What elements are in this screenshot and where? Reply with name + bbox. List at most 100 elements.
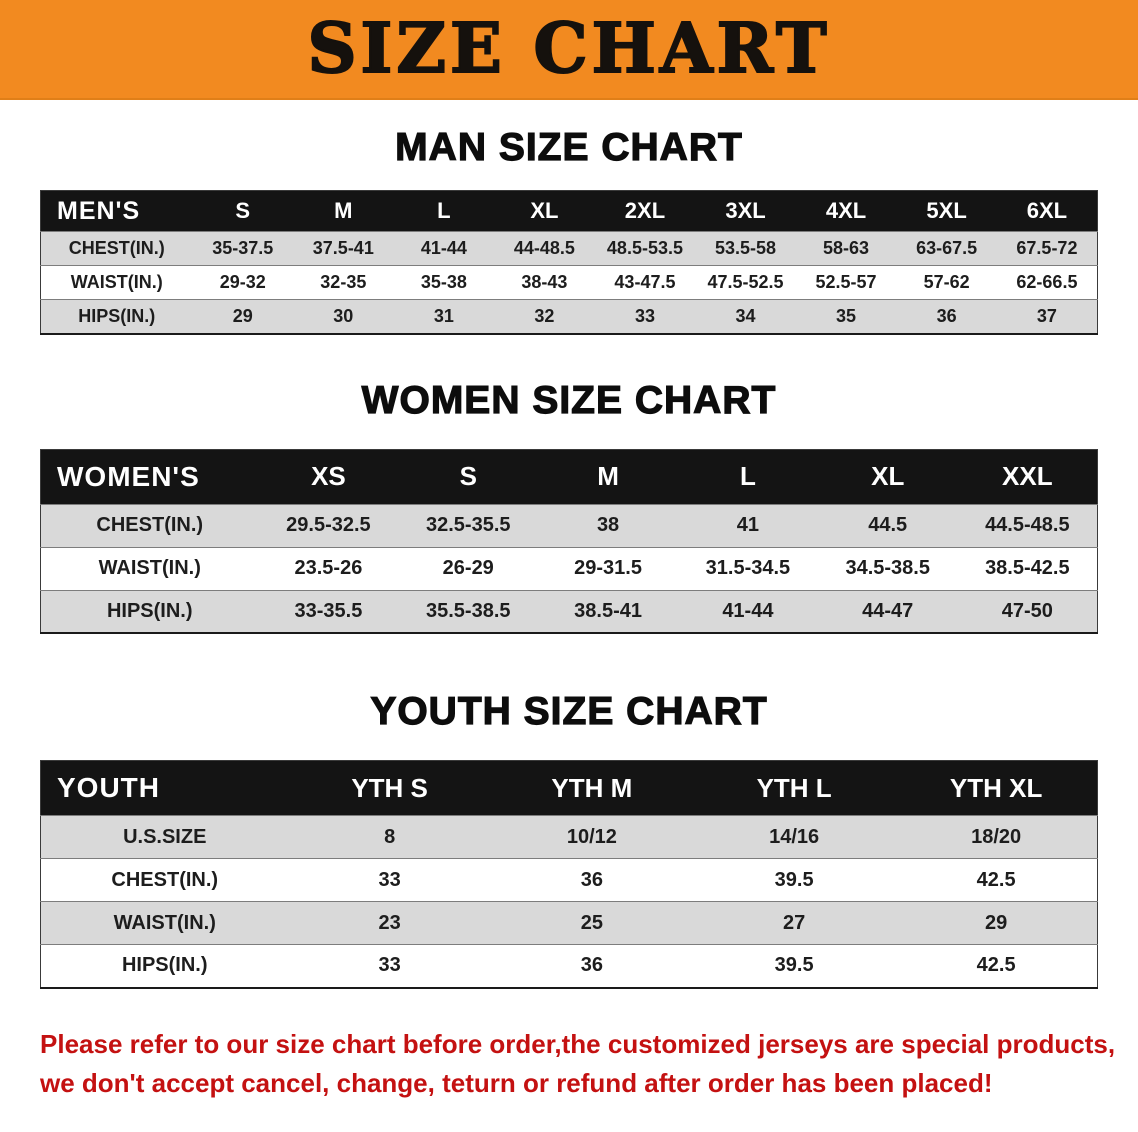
size-value-cell: 41 xyxy=(736,514,760,536)
size-value-cell: 18/20 xyxy=(971,825,1022,848)
size-value-cell: 31.5-34.5 xyxy=(705,557,791,579)
size-column-header: 3XL xyxy=(695,190,796,232)
size-column-header: YTH M xyxy=(490,760,693,816)
size-column-header: XL xyxy=(494,190,595,232)
size-value-cell: 62-66.5 xyxy=(1016,272,1078,292)
row-label-cell: HIPS(IN.) xyxy=(121,954,208,977)
size-value-cell: 44.5-48.5 xyxy=(985,514,1070,536)
data-row: CHEST(IN.) 33 36 39.5 42.5 xyxy=(40,858,1098,902)
size-value-cell: 47-50 xyxy=(1001,599,1053,622)
size-column-header: M xyxy=(538,449,678,504)
size-value-cell: 48.5-53.5 xyxy=(606,238,683,258)
size-value-cell: 29.5-32.5 xyxy=(286,514,371,536)
women-size-table: WOMEN'S XS S M L XL XXL CHEST(IN.) 29.5-32.5 32.5… xyxy=(40,448,1098,634)
women-section-heading: WOMEN SIZE CHART xyxy=(361,378,777,422)
size-value-cell: 30 xyxy=(333,305,354,326)
banner-title: SIZE CHART xyxy=(306,9,831,89)
size-column-header: YTH XL xyxy=(895,760,1098,816)
size-value-cell: 29-31.5 xyxy=(574,557,642,579)
size-column-header: 4XL xyxy=(795,190,897,232)
row-label-cell: U.S.SIZE xyxy=(123,825,207,848)
size-column-header: XXL xyxy=(957,449,1098,504)
size-value-cell: 23 xyxy=(378,911,401,934)
size-value-cell: 63-67.5 xyxy=(916,238,978,258)
size-value-cell: 38 xyxy=(596,514,620,536)
table-corner-cell: WOMEN'S xyxy=(40,449,259,504)
data-row: CHEST(IN.) 29.5-32.5 32.5-35.5 38 41 44.5 44.5… xyxy=(40,504,1098,547)
data-row: HIPS(IN.) 29 30 31 32 33 34 35 36 37 xyxy=(40,299,1098,334)
table-corner-cell: YOUTH xyxy=(40,760,289,816)
youth-size-table: YOUTH YTH S YTH M YTH L YTH XL U.S.SIZE 8 10/12… xyxy=(40,760,1098,989)
size-chart-content: MAN SIZE CHART MEN'S S M L XL 2XL 3XL 4XL 5XL 6XL… xyxy=(0,125,1138,989)
size-column-header: 6XL xyxy=(996,190,1098,232)
size-value-cell: 14/16 xyxy=(769,825,820,848)
size-value-cell: 26-29 xyxy=(442,557,494,579)
size-value-cell: 44.5 xyxy=(868,514,908,536)
size-value-cell: 38-43 xyxy=(521,272,568,292)
size-value-cell: 8 xyxy=(384,825,396,848)
size-value-cell: 35.5-38.5 xyxy=(425,599,511,622)
size-value-cell: 52.5-57 xyxy=(815,272,877,292)
size-value-cell: 41-44 xyxy=(722,599,774,622)
size-value-cell: 33-35.5 xyxy=(294,599,363,622)
notice-line-1: Please refer to our size chart before or… xyxy=(40,1028,1116,1059)
row-label-cell: WAIST(IN.) xyxy=(70,272,163,292)
size-value-cell: 35-37.5 xyxy=(212,238,274,258)
size-value-cell: 47.5-52.5 xyxy=(707,272,784,292)
size-column-header: YTH L xyxy=(693,760,896,816)
banner: SIZE CHART xyxy=(0,0,1138,100)
size-value-cell: 35-38 xyxy=(420,272,467,292)
size-value-cell: 27 xyxy=(783,911,806,934)
size-value-cell: 43-47.5 xyxy=(614,272,676,292)
size-value-cell: 33 xyxy=(378,868,401,891)
men-size-table: MEN'S S M L XL 2XL 3XL 4XL 5XL 6XL CHEST(IN.) 35-37… xyxy=(40,190,1098,335)
size-value-cell: 36 xyxy=(580,868,603,891)
youth-section: YOUTH SIZE CHART YOUTH YTH S YTH M YTH L YTH… xyxy=(0,689,1138,989)
size-value-cell: 25 xyxy=(580,911,603,934)
row-label-cell: WAIST(IN.) xyxy=(98,557,201,579)
size-value-cell: 44-47 xyxy=(862,599,914,622)
size-column-header: L xyxy=(677,449,818,504)
size-value-cell: 34.5-38.5 xyxy=(845,557,930,579)
size-value-cell: 39.5 xyxy=(774,868,814,891)
size-value-cell: 53.5-58 xyxy=(714,238,777,258)
size-value-cell: 67.5-72 xyxy=(1016,238,1078,258)
header-row: MEN'S S M L XL 2XL 3XL 4XL 5XL 6XL xyxy=(40,190,1098,232)
size-value-cell: 58-63 xyxy=(823,238,870,258)
data-row: WAIST(IN.) 23 25 27 29 xyxy=(40,901,1098,945)
row-label-cell: HIPS(IN.) xyxy=(78,305,156,326)
size-value-cell: 38.5-41 xyxy=(574,599,642,622)
women-section: WOMEN SIZE CHART WOMEN'S XS S M L XL XXL CHEST(… xyxy=(0,378,1138,634)
size-value-cell: 34 xyxy=(735,305,756,326)
size-column-header: YTH S xyxy=(288,760,491,816)
men-section-heading: MAN SIZE CHART xyxy=(395,125,743,169)
size-column-header: XL xyxy=(817,449,958,504)
row-label-cell: CHEST(IN.) xyxy=(111,868,219,891)
size-value-cell: 36 xyxy=(580,954,603,977)
size-column-header: 5XL xyxy=(896,190,997,232)
row-label-cell: WAIST(IN.) xyxy=(113,911,216,934)
data-row: WAIST(IN.) 23.5-26 26-29 29-31.5 31.5-34.5 34… xyxy=(40,547,1098,590)
size-value-cell: 38.5-42.5 xyxy=(985,557,1070,579)
size-value-cell: 29 xyxy=(985,911,1008,934)
size-value-cell: 42.5 xyxy=(976,954,1016,977)
size-column-header: M xyxy=(293,190,394,232)
size-value-cell: 37 xyxy=(1036,305,1057,326)
size-value-cell: 32.5-35.5 xyxy=(425,514,511,536)
size-value-cell: 23.5-26 xyxy=(294,557,363,579)
size-value-cell: 33 xyxy=(378,954,401,977)
size-value-cell: 37.5-41 xyxy=(312,238,374,258)
order-notice: Please refer to our size chart before or… xyxy=(40,1025,1138,1103)
size-column-header: 2XL xyxy=(594,190,696,232)
notice-line-2: we don't accept cancel, change, teturn o… xyxy=(40,1067,993,1098)
size-value-cell: 39.5 xyxy=(774,954,814,977)
youth-section-heading: YOUTH SIZE CHART xyxy=(370,689,768,733)
data-row: CHEST(IN.) 35-37.5 37.5-41 41-44 44-48.5 48.5… xyxy=(40,231,1098,266)
table-corner-cell: MEN'S xyxy=(40,190,193,232)
size-value-cell: 44-48.5 xyxy=(513,238,575,258)
size-value-cell: 32 xyxy=(534,305,555,326)
size-value-cell: 29-32 xyxy=(219,272,266,292)
size-value-cell: 57-62 xyxy=(923,272,970,292)
size-value-cell: 42.5 xyxy=(976,868,1016,891)
header-row: WOMEN'S XS S M L XL XXL xyxy=(40,449,1098,504)
